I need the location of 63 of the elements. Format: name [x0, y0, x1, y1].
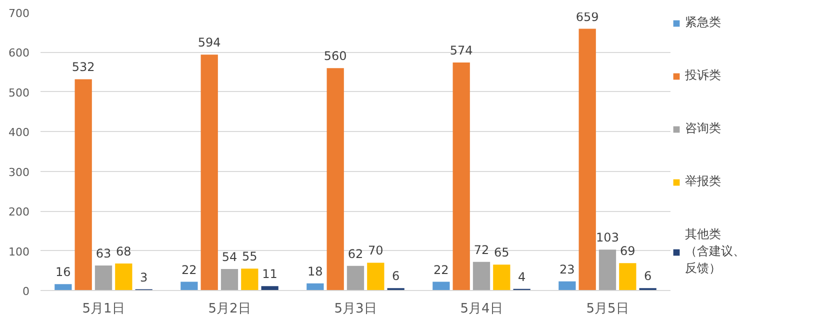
bar: [558, 281, 576, 290]
bar: [346, 266, 364, 290]
data-label: 70: [368, 244, 384, 258]
x-tick-label: 5月1日: [82, 302, 125, 316]
bar: [180, 282, 198, 290]
data-label: 560: [324, 49, 347, 64]
data-label: 69: [620, 244, 636, 258]
y-tick-label: 300: [8, 166, 30, 179]
y-tick-label: 700: [8, 7, 30, 20]
data-label: 63: [96, 246, 112, 260]
data-label: 23: [560, 262, 575, 276]
x-tick-label: 5月3日: [334, 302, 377, 316]
data-label: 6: [644, 269, 652, 284]
x-tick-label: 5月5日: [586, 302, 629, 316]
legend-label: 紧急类: [685, 14, 721, 31]
bar: [94, 265, 112, 290]
data-label: 22: [182, 262, 197, 277]
bar: [200, 54, 218, 290]
data-label: 6: [392, 269, 400, 284]
bar: [326, 68, 344, 290]
legend-label: 投诉类: [685, 67, 721, 84]
data-label: 22: [434, 262, 449, 277]
data-label: 594: [198, 36, 221, 50]
legend-label: 咨询类: [685, 120, 721, 137]
data-label: 532: [72, 60, 95, 74]
data-label: 72: [474, 242, 490, 257]
y-tick-label: 400: [8, 126, 30, 140]
data-label: 65: [494, 246, 510, 260]
data-label: 18: [308, 264, 323, 278]
x-tick-label: 5月4日: [460, 302, 503, 316]
bar: [578, 28, 596, 290]
bar: [220, 269, 238, 290]
bar: [472, 262, 490, 290]
y-tick-label: 0: [22, 285, 30, 298]
bar: [493, 264, 510, 290]
bar: [367, 262, 384, 290]
bar: [241, 268, 258, 290]
data-label: 54: [222, 250, 238, 264]
data-label: 55: [242, 250, 258, 264]
y-tick-label: 200: [8, 206, 30, 219]
y-tick-label: 500: [8, 86, 30, 100]
data-label: 62: [348, 246, 364, 261]
data-label: 68: [116, 244, 132, 258]
y-tick-label: 600: [8, 46, 30, 60]
x-tick-label: 5月2日: [208, 302, 251, 316]
bar: [306, 283, 324, 290]
bar: [598, 250, 616, 290]
data-label: 4: [518, 270, 526, 284]
bar: [619, 263, 636, 290]
data-label: 11: [262, 267, 278, 282]
bar: [115, 263, 132, 290]
legend-label: 其他类（含建议、反馈）: [685, 226, 745, 277]
y-tick-label: 100: [8, 245, 30, 258]
data-label: 103: [596, 230, 619, 245]
data-label: 574: [450, 44, 473, 58]
bar: [54, 284, 72, 290]
legend-label: 举报类: [685, 173, 721, 190]
bar: [452, 62, 470, 290]
bar: [261, 286, 278, 290]
bar: [432, 282, 450, 290]
data-label: 3: [140, 270, 148, 284]
data-label: 16: [56, 265, 71, 280]
bar: [74, 79, 92, 290]
